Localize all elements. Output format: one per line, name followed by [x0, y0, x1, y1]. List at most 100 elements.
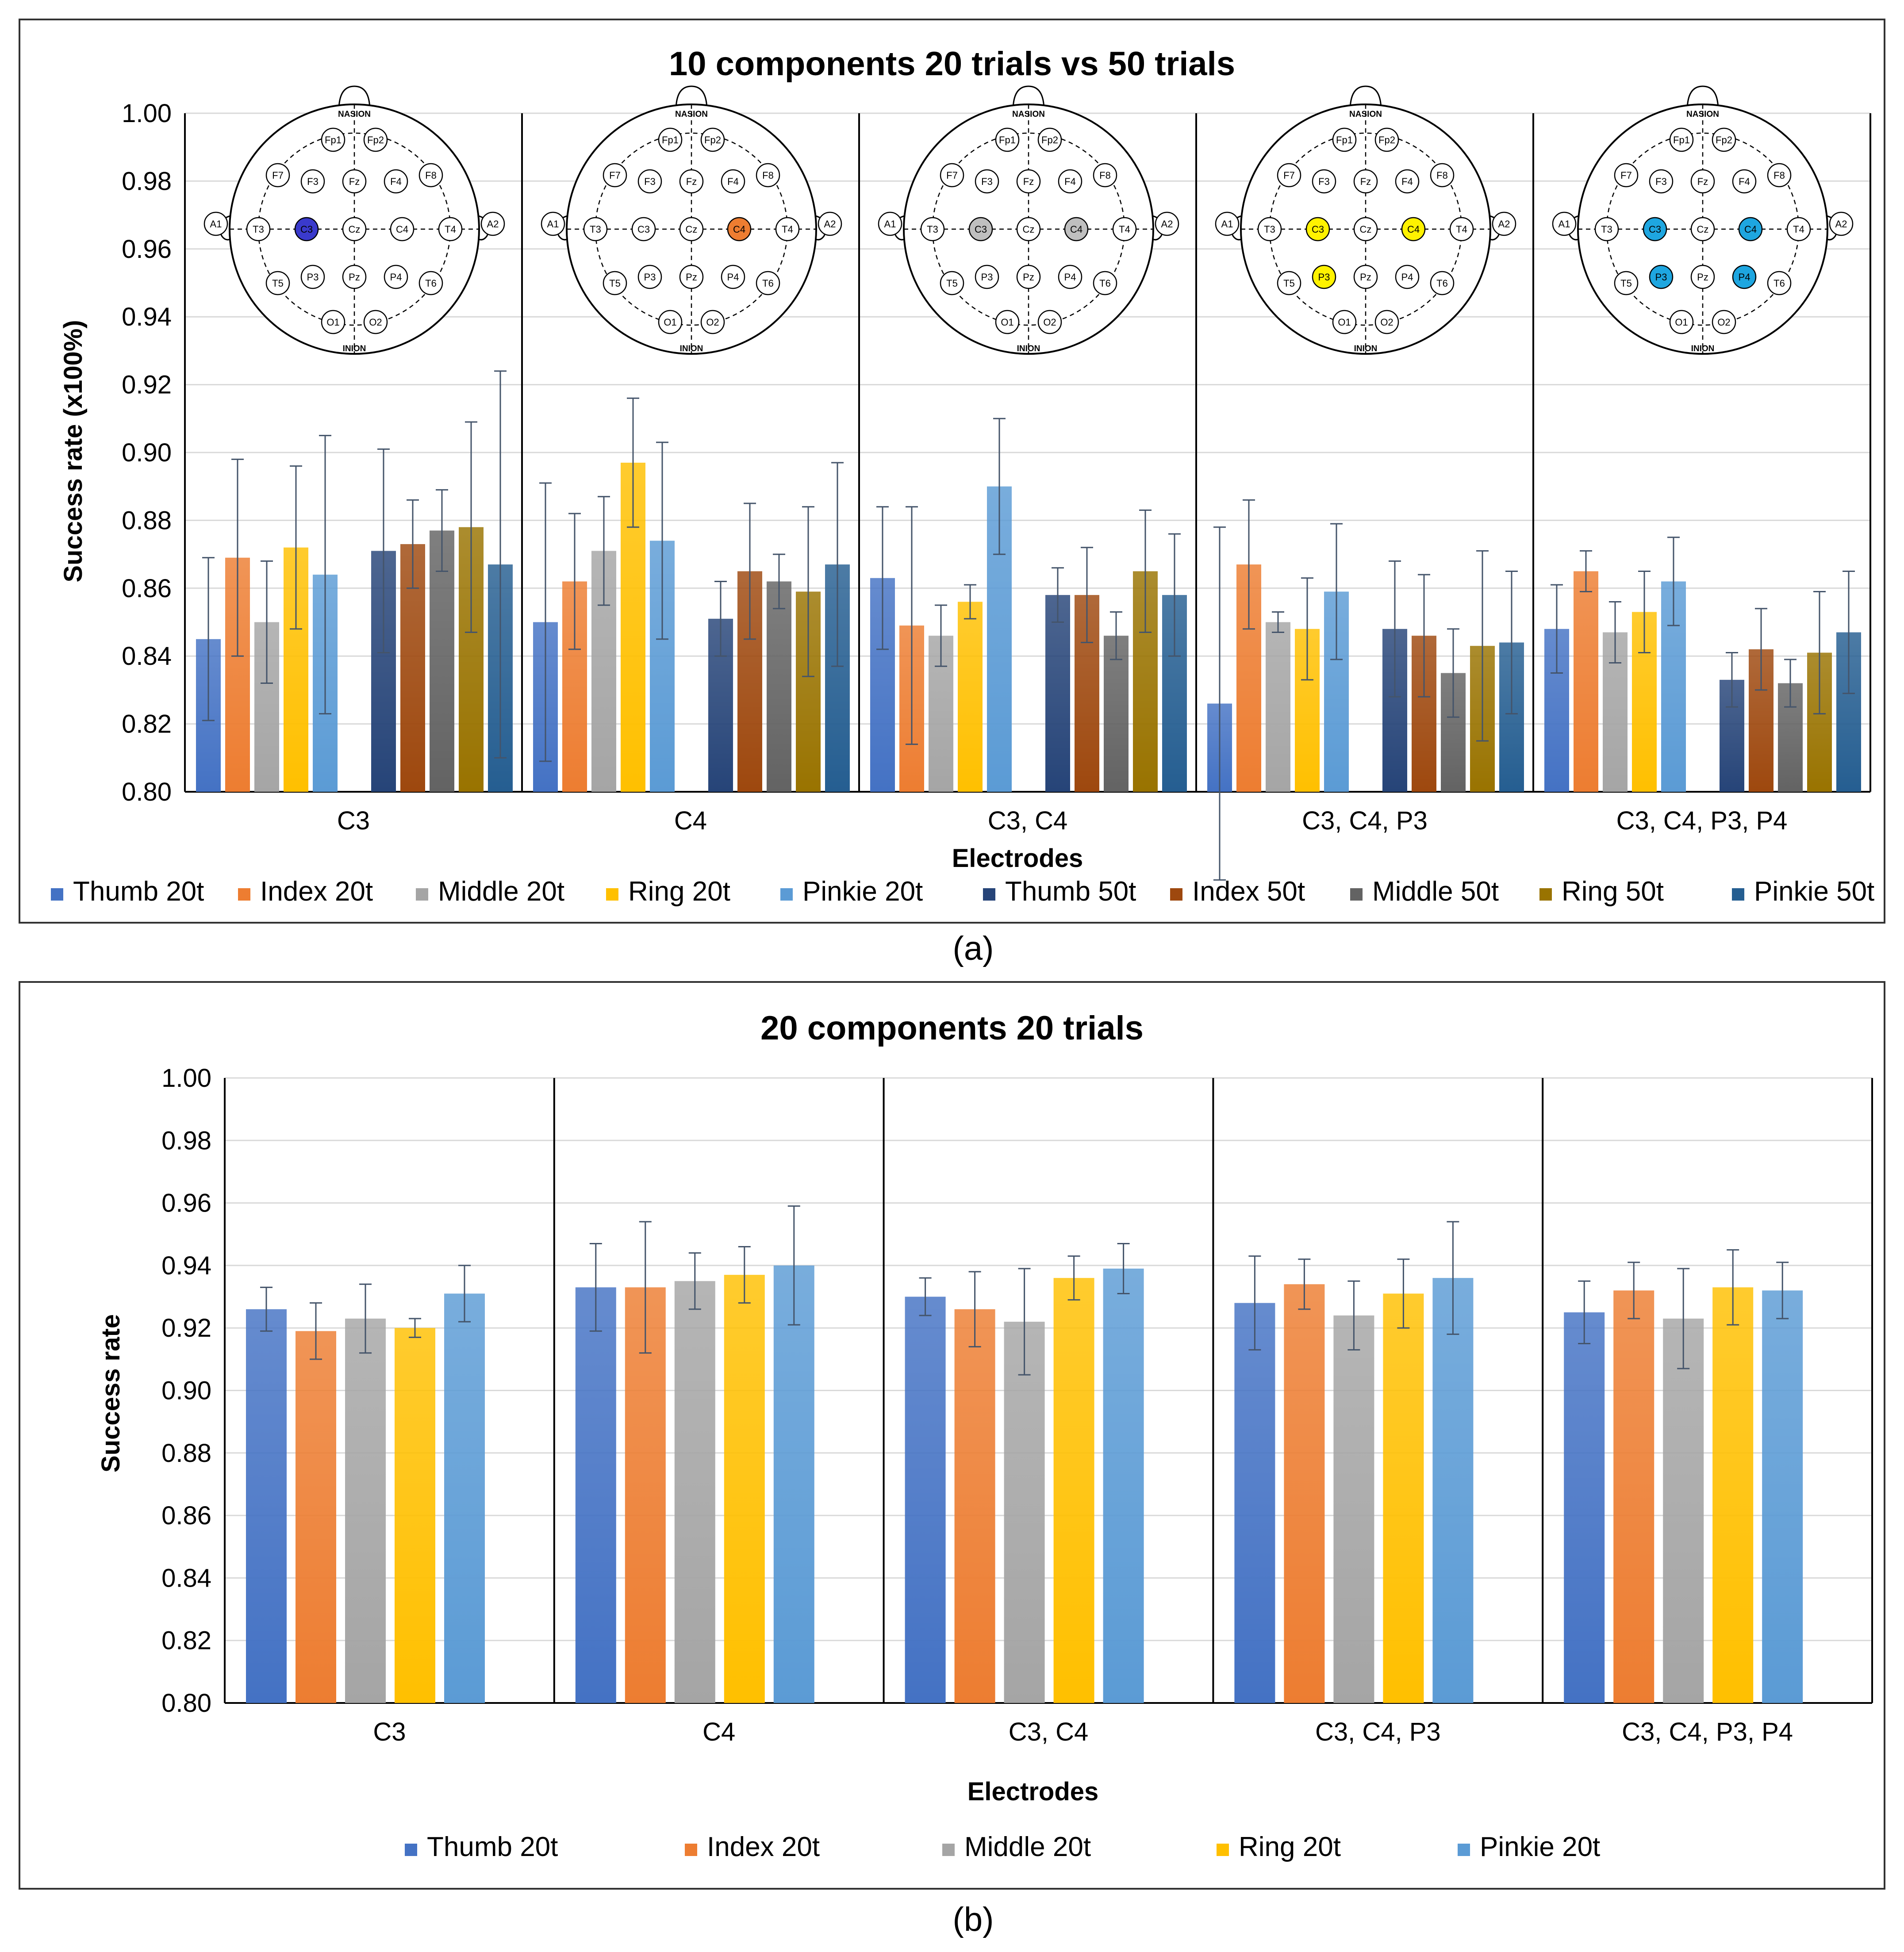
chart-a-error-bars [202, 370, 1855, 881]
electrode: T4 [1786, 217, 1811, 242]
electrode: Pz [342, 265, 367, 289]
electrode-label: O2 [369, 317, 382, 328]
electrode: Fp2 [363, 127, 388, 152]
inion-label: INION [680, 344, 703, 353]
eeg-head-map: NASION INION Fp1 Fp2 F7 F3 Fz F4 F8 A1 T3 C3 Cz C4 T4 A… [1552, 85, 1854, 355]
electrode: F4 [1058, 169, 1083, 194]
error-bar [1628, 1262, 1640, 1319]
error-bar [1843, 570, 1855, 694]
electrode: A2 [1829, 211, 1854, 236]
electrode: F8 [1093, 163, 1117, 188]
bar [954, 1309, 995, 1703]
electrode-label: T4 [1793, 224, 1804, 235]
electrode-label: T6 [425, 278, 437, 289]
error-bar [1784, 659, 1797, 708]
error-bar [1117, 1243, 1130, 1294]
electrode-label: F3 [644, 176, 656, 187]
inion-label: INION [343, 344, 366, 353]
error-bar [310, 1302, 322, 1360]
electrode: T3 [1594, 217, 1619, 242]
bar [1432, 1278, 1474, 1703]
error-bar [1298, 1258, 1311, 1310]
legend-label: Middle 20t [438, 876, 564, 907]
legend-item: Index 20t [685, 1832, 820, 1862]
chart-b-error-bars [260, 1205, 1789, 1376]
electrode: Cz [342, 217, 367, 242]
error-bar [359, 1283, 372, 1354]
electrode: C4 [1064, 217, 1089, 242]
error-bar [1447, 628, 1459, 718]
electrode: Fp2 [1037, 127, 1062, 152]
electrode: C4 [390, 217, 415, 242]
legend-swatch [606, 888, 618, 901]
error-bar [919, 1277, 932, 1316]
electrode: A1 [541, 211, 565, 236]
error-bar [1243, 499, 1255, 630]
legend-swatch [1350, 888, 1363, 901]
electrode: F3 [300, 169, 325, 194]
electrode: T6 [1767, 271, 1792, 295]
electrode-label: O1 [326, 317, 339, 328]
y-tick-label: 0.86 [122, 574, 172, 603]
electrode-label: T3 [1264, 224, 1275, 235]
legend-swatch [416, 888, 428, 901]
bar [773, 1265, 814, 1703]
legend-label: Index 50t [1192, 876, 1305, 907]
electrode-label: C4 [396, 224, 408, 235]
electrode-label: Fp1 [325, 134, 342, 146]
electrode-label: A2 [487, 219, 499, 230]
electrode-label: C3 [1312, 224, 1324, 235]
error-bar [1081, 547, 1093, 644]
electrode-label: C4 [1744, 224, 1757, 235]
eeg-head-map: NASION INION Fp1 Fp2 F7 F3 Fz F4 F8 A1 T3 C3 Cz C4 T4 A… [1215, 85, 1516, 355]
bar [1663, 1319, 1704, 1703]
y-tick-label: 1.00 [161, 1064, 211, 1093]
electrode-label: T4 [782, 224, 793, 235]
electrode: Fp1 [1332, 127, 1357, 152]
electrode-label: Fp1 [1336, 134, 1353, 146]
error-bar [968, 1271, 981, 1348]
legend-swatch [1217, 1844, 1229, 1856]
legend-label: Thumb 50t [1005, 876, 1136, 907]
error-bar [1213, 526, 1226, 881]
error-bar [260, 1286, 273, 1332]
error-bar [261, 560, 273, 684]
electrode: Fp2 [1374, 127, 1399, 152]
error-bar [1248, 1255, 1261, 1351]
electrode-label: Pz [349, 272, 360, 283]
error-bar [1052, 567, 1064, 623]
y-tick-label: 0.92 [122, 371, 172, 399]
electrode-label: P4 [1401, 272, 1413, 283]
error-bar [1505, 570, 1518, 715]
bar [958, 602, 983, 792]
electrode-label: C3 [300, 224, 313, 235]
error-bar [1667, 537, 1680, 626]
legend-swatch [1732, 888, 1744, 901]
x-category-label: C3, C4, P3 [1315, 1718, 1441, 1746]
x-category-label: C4 [674, 806, 707, 835]
eeg-head-map: NASION INION Fp1 Fp2 F7 F3 Fz F4 F8 A1 T3 C3 Cz C4 T4 A… [203, 85, 505, 355]
error-bar [319, 435, 331, 715]
electrode-label: A1 [1221, 219, 1233, 230]
electrode: O2 [700, 310, 725, 334]
bar [625, 1287, 666, 1703]
electrode: T3 [583, 217, 608, 242]
y-tick-label: 0.92 [161, 1314, 211, 1342]
electrode-label: F4 [1401, 176, 1413, 187]
error-bar [1578, 1280, 1591, 1345]
electrode: F4 [384, 169, 408, 194]
error-bar [787, 1205, 800, 1326]
error-bar [1551, 584, 1563, 674]
electrode-label: T5 [1283, 278, 1295, 289]
electrode: Fp2 [700, 127, 725, 152]
legend-item: Thumb 50t [983, 876, 1136, 907]
legend-swatch [51, 888, 63, 901]
electrode: O2 [363, 310, 388, 334]
legend-swatch [1170, 888, 1182, 901]
electrode-label: P3 [1655, 272, 1667, 283]
electrode-label: F8 [762, 170, 774, 181]
electrode-label: F4 [1739, 176, 1750, 187]
error-bar [1397, 1258, 1410, 1329]
electrode: T4 [775, 217, 800, 242]
